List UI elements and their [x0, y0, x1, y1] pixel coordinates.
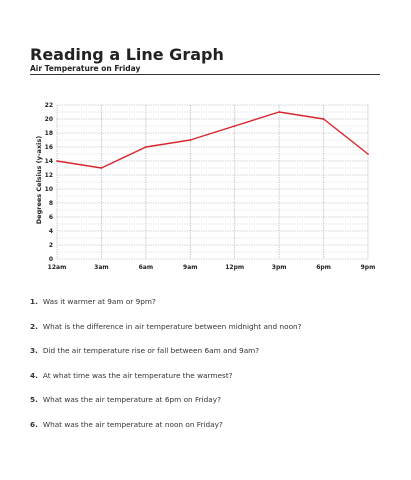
y-tick-label: 18 [45, 130, 53, 137]
data-point [189, 139, 192, 141]
question-number: 3. [30, 346, 38, 356]
y-tick-label: 8 [49, 200, 53, 207]
question-item: 1. Was it warmer at 9am or 9pm? [30, 297, 302, 322]
line-chart: 0 2 4 6 8 10 12 14 16 18 20 22 12am 3am 6am 9am 12pm 3pm… [35, 102, 376, 271]
question-item: 6. What was the air temperature at noon o… [30, 420, 302, 445]
chart-grid [56, 104, 369, 260]
page-subtitle: Air Temperature on Friday [30, 64, 141, 73]
y-tick-label: 10 [45, 186, 53, 193]
data-point [367, 153, 369, 155]
y-tick-label: 0 [49, 256, 53, 263]
x-axis-ticks: 12am 3am 6am 9am 12pm 3pm 6pm 9pm [48, 264, 376, 271]
question-number: 4. [30, 370, 38, 380]
x-tick-label: 6pm [316, 264, 331, 271]
y-tick-label: 12 [45, 172, 53, 179]
data-point [233, 125, 236, 127]
series-line [56, 111, 369, 169]
x-tick-label: 3am [94, 264, 108, 271]
x-tick-label: 6am [139, 264, 153, 271]
y-tick-label: 4 [49, 228, 53, 235]
y-tick-label: 14 [45, 158, 53, 165]
y-tick-label: 2 [49, 242, 53, 249]
y-axis-label: Degrees Celsius (y-axis) [35, 136, 43, 224]
y-tick-label: 20 [45, 116, 53, 123]
x-tick-label: 12pm [225, 264, 244, 271]
page-title: Reading a Line Graph [30, 45, 224, 64]
x-tick-label: 3pm [272, 264, 287, 271]
y-axis-ticks: 0 2 4 6 8 10 12 14 16 18 20 22 [45, 102, 53, 263]
x-tick-label: 9pm [361, 264, 376, 271]
question-number: 1. [30, 297, 38, 306]
title-divider [30, 74, 380, 75]
y-tick-label: 6 [49, 214, 53, 221]
question-text: Was it warmer at 9am or 9pm? [42, 297, 156, 306]
x-tick-label: 9am [183, 264, 197, 271]
question-item: 5. What was the air temperature at 6pm on… [30, 395, 302, 420]
question-text: Did the air temperature rise or fall bet… [42, 346, 260, 356]
question-text: What was the air temperature at noon on … [42, 419, 223, 429]
question-text: At what time was the air temperature the… [42, 370, 233, 380]
question-list: 1. Was it warmer at 9am or 9pm? 2. What is… [30, 297, 302, 445]
y-tick-label: 16 [45, 144, 53, 151]
data-point [100, 167, 103, 169]
question-number: 5. [30, 395, 38, 405]
chart-series [56, 111, 369, 169]
question-item: 4. At what time was the air temperature t… [30, 371, 302, 396]
question-number: 2. [30, 321, 38, 331]
y-tick-label: 22 [45, 102, 53, 109]
x-tick-label: 12am [48, 264, 67, 271]
data-point [56, 160, 58, 162]
data-point [278, 111, 281, 113]
question-text: What was the air temperature at 6pm on F… [42, 395, 221, 405]
question-text: What is the difference in air temperatur… [42, 321, 302, 331]
question-number: 6. [30, 419, 38, 429]
data-point [144, 146, 147, 148]
question-item: 3. Did the air temperature rise or fall b… [30, 346, 302, 371]
data-point [322, 118, 325, 120]
question-item: 2. What is the difference in air temperat… [30, 322, 302, 347]
